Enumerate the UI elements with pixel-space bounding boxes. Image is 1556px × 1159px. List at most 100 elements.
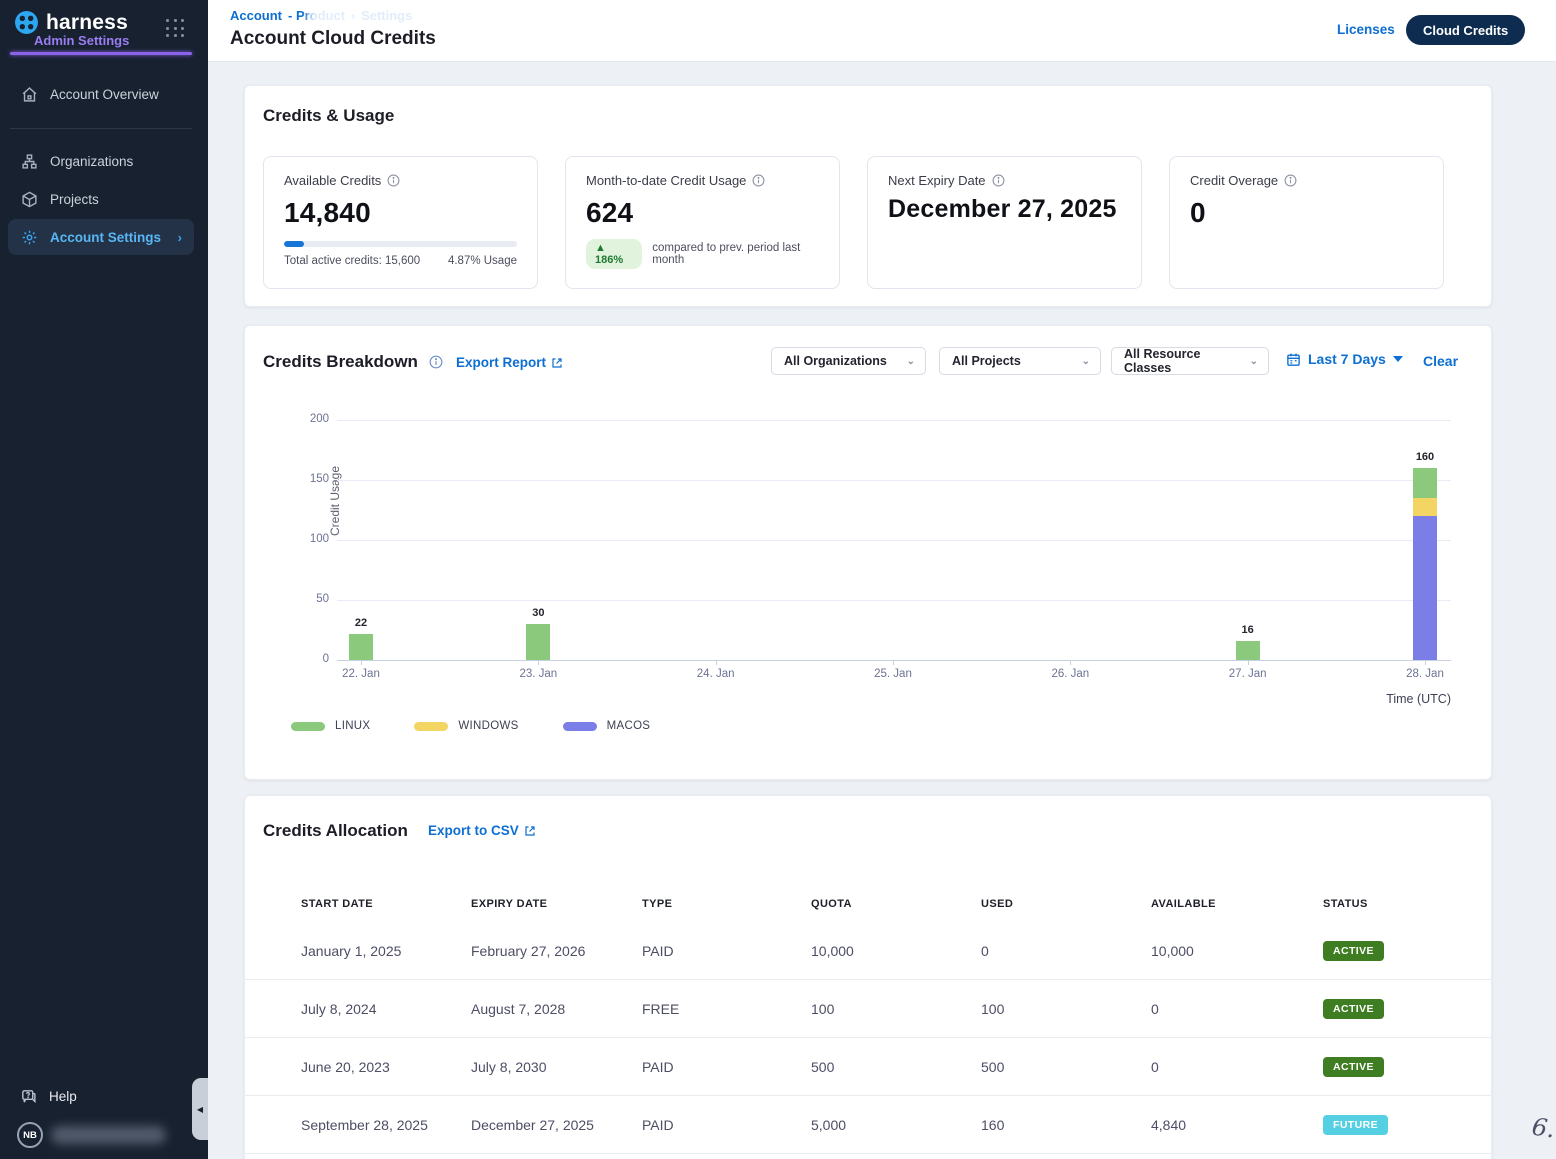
- bar-windows-28Jan[interactable]: [1413, 498, 1437, 516]
- top-bar: Account - Product › Settings Account Clo…: [208, 0, 1556, 62]
- harness-logo[interactable]: harness: [14, 10, 128, 35]
- breadcrumb-separator: ›: [351, 9, 355, 23]
- chevron-down-icon: ⌄: [1250, 356, 1258, 367]
- chevron-down-icon: ⌄: [1082, 356, 1090, 367]
- legend-item-windows[interactable]: WINDOWS: [414, 720, 518, 732]
- cloud-credits-button[interactable]: Cloud Credits: [1406, 15, 1525, 45]
- cell-type: PAID: [642, 943, 811, 959]
- info-icon[interactable]: [1284, 174, 1297, 187]
- filter-all-resource-classes[interactable]: All Resource Classes⌄: [1111, 347, 1269, 375]
- cell-available: 0: [1151, 1001, 1323, 1017]
- admin-settings-label: Admin Settings: [34, 33, 129, 48]
- sidebar-collapse-handle[interactable]: ◀: [192, 1078, 208, 1140]
- home-icon: [20, 85, 38, 103]
- sidebar-item-organizations[interactable]: Organizations: [8, 143, 194, 179]
- caret-down-icon: [1393, 356, 1403, 362]
- legend-item-linux[interactable]: LINUX: [291, 720, 370, 732]
- credits-usage-title: Credits & Usage: [263, 106, 394, 126]
- organizations-icon: [20, 152, 38, 170]
- cell-status: FUTURE: [1323, 1115, 1491, 1135]
- sidebar-item-projects[interactable]: Projects: [8, 181, 194, 217]
- filter-all-projects[interactable]: All Projects⌄: [939, 347, 1101, 375]
- external-link-icon: [551, 357, 563, 369]
- bar-linux-27Jan[interactable]: [1236, 641, 1260, 660]
- mtd-usage-value: 624: [586, 197, 819, 229]
- user-profile[interactable]: NB: [17, 1122, 166, 1148]
- x-tick-label: 23. Jan: [498, 668, 578, 680]
- clear-filters-button[interactable]: Clear: [1423, 353, 1458, 369]
- table-row[interactable]: September 28, 2025December 27, 2025PAID5…: [245, 1096, 1491, 1154]
- cell-start: September 28, 2025: [301, 1117, 471, 1133]
- cell-available: 4,840: [1151, 1117, 1323, 1133]
- y-tick-label: 100: [281, 533, 329, 545]
- y-tick-label: 200: [281, 413, 329, 425]
- available-credits-value: 14,840: [284, 197, 517, 229]
- next-expiry-value: December 27, 2025: [888, 194, 1121, 225]
- allocation-table-body: January 1, 2025February 27, 2026PAID10,0…: [245, 922, 1491, 1154]
- cell-used: 160: [981, 1117, 1151, 1133]
- col-available: AVAILABLE: [1151, 898, 1323, 910]
- cell-expiry: August 7, 2028: [471, 1001, 642, 1017]
- help-button[interactable]: Help: [8, 1080, 194, 1112]
- stat-cards-row: Available Credits 14,840 Total active cr…: [263, 156, 1444, 289]
- info-icon[interactable]: [992, 174, 1005, 187]
- date-range-label: Last 7 Days: [1308, 351, 1386, 367]
- credits-usage-section: Credits & Usage Available Credits 14,840…: [244, 85, 1492, 307]
- help-label: Help: [49, 1089, 77, 1104]
- bar-macos-28Jan[interactable]: [1413, 516, 1437, 660]
- bar-linux-23Jan[interactable]: [526, 624, 550, 660]
- info-icon[interactable]: [752, 174, 765, 187]
- cell-type: FREE: [642, 1001, 811, 1017]
- cell-type: PAID: [642, 1059, 811, 1075]
- table-row[interactable]: June 20, 2023July 8, 2030PAID5005000ACTI…: [245, 1038, 1491, 1096]
- export-report-link[interactable]: Export Report: [456, 355, 563, 370]
- table-row[interactable]: January 1, 2025February 27, 2026PAID10,0…: [245, 922, 1491, 980]
- module-grid-icon[interactable]: [166, 19, 186, 39]
- chevron-right-icon: ›: [178, 230, 182, 245]
- legend-item-macos[interactable]: MACOS: [563, 720, 651, 732]
- x-tickmark: [1248, 661, 1249, 665]
- breadcrumb-settings[interactable]: Settings: [361, 8, 412, 23]
- cell-start: June 20, 2023: [301, 1059, 471, 1075]
- cell-start: January 1, 2025: [301, 943, 471, 959]
- table-row[interactable]: July 8, 2024August 7, 2028FREE1001000ACT…: [245, 980, 1491, 1038]
- cell-available: 0: [1151, 1059, 1323, 1075]
- chevron-down-icon: ⌄: [907, 356, 915, 367]
- cell-quota: 5,000: [811, 1117, 981, 1133]
- export-csv-link[interactable]: Export to CSV: [428, 823, 536, 838]
- allocation-table-header: START DATE EXPIRY DATE TYPE QUOTA USED A…: [245, 889, 1491, 919]
- sidebar-divider: [10, 128, 192, 129]
- sidebar-item-account-overview[interactable]: Account Overview: [8, 76, 194, 112]
- sidebar-item-label: Account Settings: [50, 230, 161, 245]
- x-tick-label: 25. Jan: [853, 668, 933, 680]
- breadcrumb: Account - Product › Settings: [230, 8, 412, 23]
- page-title: Account Cloud Credits: [230, 28, 436, 50]
- credits-breakdown-section: Credits Breakdown Export Report All Orga…: [244, 325, 1492, 780]
- bar-linux-22Jan[interactable]: [349, 634, 373, 660]
- calendar-icon: [1286, 352, 1301, 367]
- sidebar-item-account-settings[interactable]: Account Settings ›: [8, 219, 194, 255]
- bar-linux-28Jan[interactable]: [1413, 468, 1437, 498]
- external-link-icon: [524, 825, 536, 837]
- bar-total-label: 30: [508, 607, 568, 619]
- date-range-filter[interactable]: Last 7 Days: [1286, 351, 1403, 367]
- licenses-link[interactable]: Licenses: [1337, 22, 1395, 37]
- breadcrumb-account[interactable]: Account: [230, 8, 282, 23]
- avatar: NB: [17, 1122, 43, 1148]
- info-icon[interactable]: [429, 355, 443, 369]
- stat-label: Available Credits: [284, 173, 381, 188]
- stat-card-next-expiry: Next Expiry Date December 27, 2025: [867, 156, 1142, 289]
- x-tick-label: 27. Jan: [1208, 668, 1288, 680]
- bar-total-label: 160: [1395, 451, 1455, 463]
- credits-allocation-title: Credits Allocation: [263, 821, 408, 841]
- info-icon[interactable]: [387, 174, 400, 187]
- sidebar-item-label: Projects: [50, 192, 99, 207]
- filter-all-organizations[interactable]: All Organizations⌄: [771, 347, 926, 375]
- gridline-200: [337, 420, 1451, 421]
- credits-allocation-section: Credits Allocation Export to CSV START D…: [244, 795, 1492, 1159]
- harness-logo-icon: [14, 10, 39, 35]
- stat-label: Next Expiry Date: [888, 173, 986, 188]
- cell-expiry: July 8, 2030: [471, 1059, 642, 1075]
- usage-progress-bar: [284, 241, 517, 247]
- breadcrumb-product[interactable]: - Product: [288, 8, 345, 23]
